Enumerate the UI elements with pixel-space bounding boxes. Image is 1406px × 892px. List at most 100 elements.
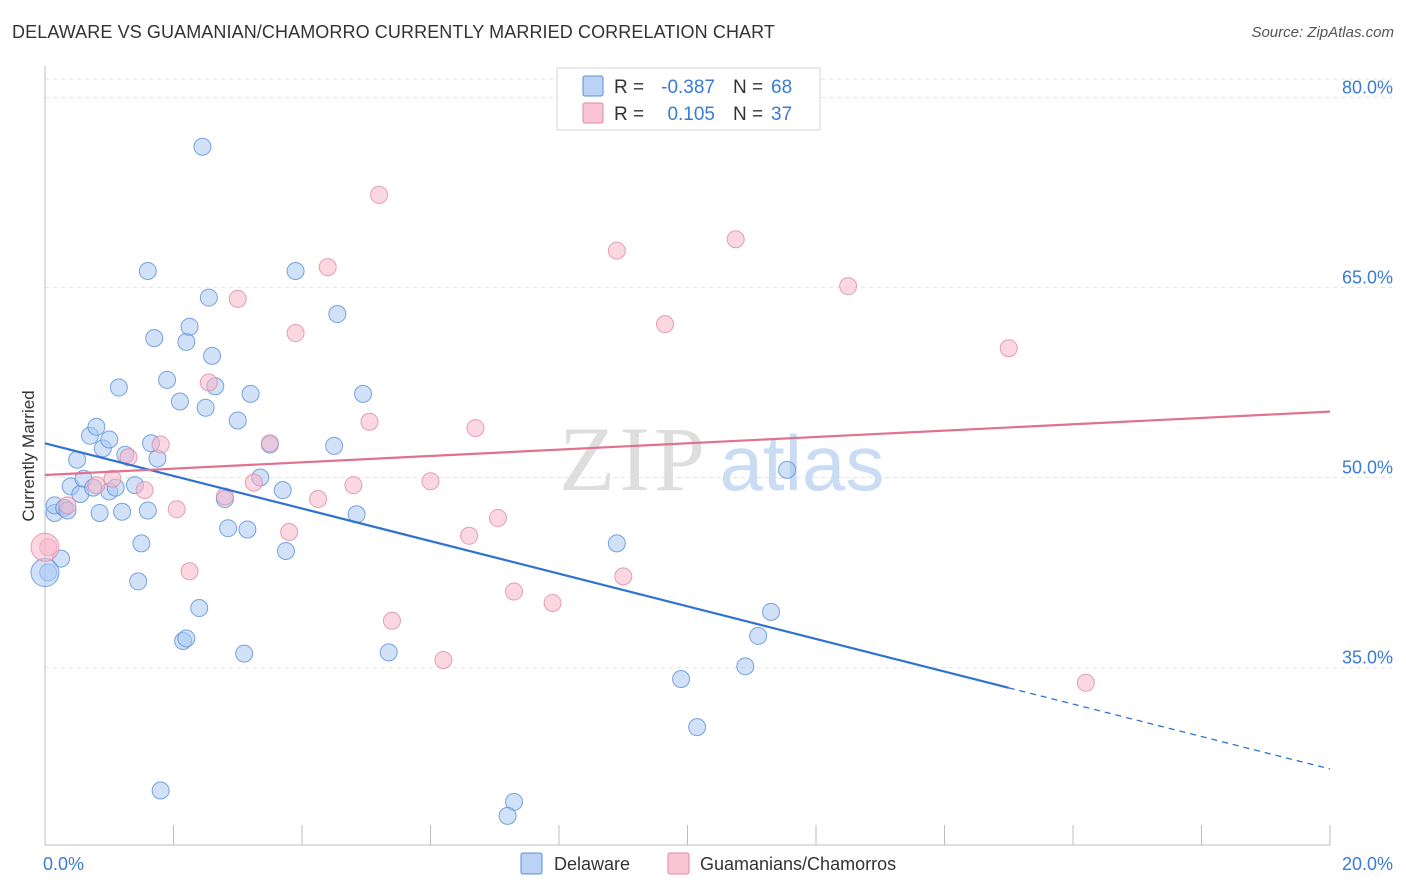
delaware-point xyxy=(145,329,164,348)
guamanian-point xyxy=(167,500,186,519)
legend-swatch-delaware xyxy=(582,75,604,97)
bottom-legend-guamanians: Guamanians/Chamorros xyxy=(700,854,896,874)
guamanian-point xyxy=(228,289,247,308)
delaware-point xyxy=(138,261,157,280)
legend-n-value-delaware: 68 xyxy=(771,77,792,98)
guamanian-point xyxy=(421,472,440,491)
watermark-zip: ZIP xyxy=(559,408,709,510)
y-tick-label: 65.0% xyxy=(1342,267,1393,287)
legend-n-label-delaware: N = xyxy=(733,77,763,98)
delaware-point xyxy=(273,481,292,500)
delaware-point xyxy=(607,534,626,553)
guamanian-point xyxy=(87,476,106,495)
guamanian-point xyxy=(839,277,858,296)
guamanian-point xyxy=(434,650,453,669)
delaware-point xyxy=(379,643,398,662)
delaware-point xyxy=(109,378,128,397)
delaware-point xyxy=(238,520,257,539)
guamanian-point xyxy=(151,435,170,454)
guamanian-point xyxy=(260,434,279,453)
delaware-point xyxy=(749,626,768,645)
delaware-point xyxy=(30,558,60,588)
guamanian-point xyxy=(280,522,299,541)
delaware-point xyxy=(199,288,218,307)
guamanian-point xyxy=(656,315,675,334)
guamanian-point xyxy=(180,562,199,581)
guamanian-point xyxy=(360,412,379,431)
guamanian-point xyxy=(135,481,154,500)
legend-r-label-delaware: R = xyxy=(614,77,644,98)
bottom-legend-swatch-delaware xyxy=(520,852,543,875)
delaware-point xyxy=(113,502,132,521)
delaware-trend-line xyxy=(44,442,1010,689)
stats-legend: R = -0.387 N = 68 R = 0.105 N = 37 xyxy=(556,67,821,131)
guamanian-point xyxy=(1076,673,1095,692)
delaware-point xyxy=(688,718,707,737)
delaware-point xyxy=(193,137,212,156)
guamanian-trend-line xyxy=(44,410,1331,477)
delaware-point xyxy=(325,436,344,455)
guamanian-point xyxy=(318,258,337,277)
guamanian-point xyxy=(199,373,218,392)
guamanian-point xyxy=(614,567,633,586)
axes xyxy=(44,66,1331,846)
series-legend: Delaware Guamanians/Chamorros xyxy=(520,852,896,875)
delaware-point xyxy=(354,384,373,403)
delaware-point xyxy=(132,534,151,553)
delaware-point xyxy=(87,417,106,436)
guamanian-point xyxy=(488,509,507,528)
y-tick-label: 80.0% xyxy=(1342,77,1393,97)
legend-r-value-guamanians: 0.105 xyxy=(667,104,715,125)
guamanian-point xyxy=(103,469,122,488)
delaware-point xyxy=(778,460,797,479)
delaware-point xyxy=(170,392,189,411)
watermark-atlas: atlas xyxy=(720,419,885,507)
y-tick-label: 50.0% xyxy=(1342,458,1393,478)
legend-r-value-delaware: -0.387 xyxy=(661,77,715,98)
bottom-legend-delaware: Delaware xyxy=(554,854,630,874)
guamanian-point xyxy=(58,496,77,515)
trend-lines xyxy=(44,410,1331,770)
bottom-legend-swatch-guamanians xyxy=(667,852,690,875)
delaware-point xyxy=(180,317,199,336)
delaware-point xyxy=(190,599,209,618)
x-tick-label: 20.0% xyxy=(1342,854,1393,874)
guamanian-point xyxy=(286,324,305,343)
y-tick-label: 35.0% xyxy=(1342,648,1393,668)
delaware-point xyxy=(276,542,295,561)
guamanian-point xyxy=(505,582,524,601)
delaware-point xyxy=(235,644,254,663)
guamanian-point xyxy=(726,230,745,249)
guamanian-point xyxy=(382,611,401,630)
guamanian-point xyxy=(30,532,60,562)
guamanian-point xyxy=(607,241,626,260)
legend-swatch-guamanians xyxy=(582,102,604,124)
delaware-point xyxy=(177,332,196,351)
delaware-point xyxy=(498,806,517,825)
watermark: ZIP atlas xyxy=(559,408,884,510)
legend-n-label-guamanians: N = xyxy=(733,104,763,125)
delaware-point xyxy=(762,602,781,621)
delaware-point xyxy=(672,669,691,688)
delaware-point xyxy=(219,519,238,538)
delaware-point xyxy=(286,261,305,280)
delaware-point xyxy=(203,346,222,365)
delaware-point xyxy=(100,430,119,449)
guamanian-point xyxy=(466,419,485,438)
delaware-point xyxy=(241,384,260,403)
delaware-point xyxy=(228,411,247,430)
scatter-points xyxy=(30,137,1095,825)
x-tick-label: 0.0% xyxy=(43,854,84,874)
x-tick-labels: 0.0% 20.0% xyxy=(43,854,1393,874)
guamanian-point xyxy=(999,339,1018,358)
guamanian-point xyxy=(119,448,138,467)
delaware-point xyxy=(151,781,170,800)
delaware-point xyxy=(138,501,157,520)
delaware-point xyxy=(158,370,177,389)
guamanian-point xyxy=(344,476,363,495)
delaware-point xyxy=(177,629,196,648)
guamanian-point xyxy=(309,490,328,509)
gridlines xyxy=(45,78,1392,669)
delaware-point xyxy=(129,572,148,591)
